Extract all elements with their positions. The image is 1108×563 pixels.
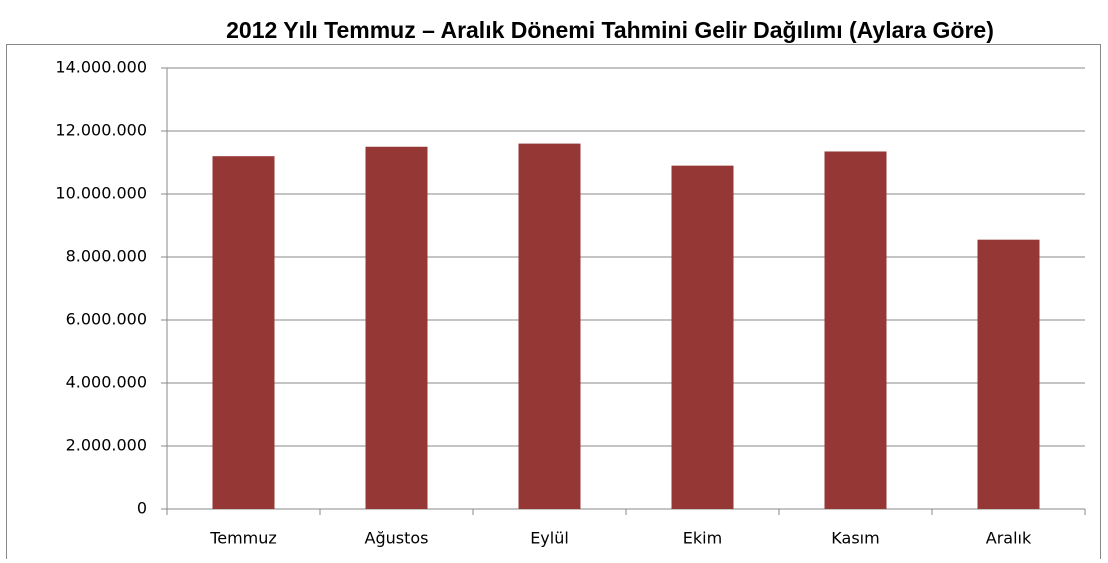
y-tick-label: 8.000.000 <box>66 247 147 266</box>
y-tick-label: 2.000.000 <box>66 436 147 455</box>
bar <box>212 156 275 509</box>
y-tick-label: 14.000.000 <box>55 58 147 77</box>
x-tick-label: Ağustos <box>365 529 429 548</box>
y-tick-label: 0 <box>137 499 147 518</box>
x-tick-label: Temmuz <box>209 529 277 548</box>
x-tick-label: Kasım <box>831 529 879 548</box>
x-tick-label: Eylül <box>530 529 569 548</box>
bar <box>365 146 428 509</box>
bar <box>824 151 887 509</box>
chart-title: 2012 Yılı Temmuz – Aralık Dönemi Tahmini… <box>226 17 994 43</box>
chart-border <box>6 44 1101 563</box>
y-tick-label: 12.000.000 <box>55 121 147 140</box>
y-tick-label: 10.000.000 <box>55 184 147 203</box>
y-tick-label: 4.000.000 <box>66 373 147 392</box>
bar <box>977 239 1040 510</box>
x-tick-label: Ekim <box>683 529 722 548</box>
y-tick-label: 6.000.000 <box>66 310 147 329</box>
bar <box>518 143 581 509</box>
bar <box>671 165 734 509</box>
x-tick-label: Aralık <box>986 529 1032 548</box>
